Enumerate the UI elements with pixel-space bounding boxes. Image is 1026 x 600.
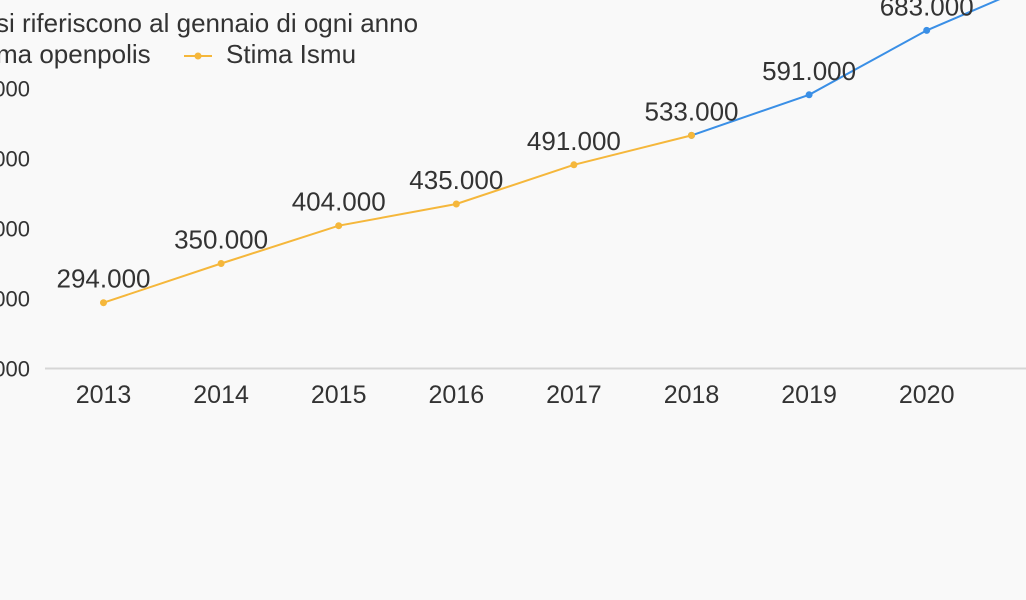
- series-line-ma-openpolis: [691, 0, 1001, 137]
- data-label: 435.000: [409, 165, 503, 195]
- data-point-stima-ismu: [688, 131, 695, 139]
- y-tick-label: 000: [0, 77, 30, 102]
- x-tick-label: 2015: [311, 381, 367, 409]
- data-label: 350.000: [174, 225, 268, 255]
- data-label: 294.000: [57, 264, 151, 294]
- chart-subtitle: si riferiscono al gennaio di ogni anno: [0, 8, 418, 38]
- x-axis: 201320142015201620172018201920202: [76, 381, 955, 409]
- data-point-stima-ismu: [100, 299, 107, 307]
- y-tick-label: 000: [0, 147, 30, 172]
- legend-label-ismu: Stima Ismu: [226, 39, 356, 69]
- y-tick-label: 000: [0, 357, 30, 382]
- x-tick-label: 2020: [899, 381, 955, 409]
- data-label: 491.000: [527, 126, 621, 156]
- data-label: 591.000: [762, 56, 856, 86]
- data-label: 683.000: [880, 0, 974, 21]
- x-tick-label: 2013: [76, 381, 132, 409]
- data-label: 533.000: [645, 96, 739, 126]
- x-tick-label: 2016: [428, 381, 484, 409]
- series-line-stima-ismu: [103, 134, 692, 304]
- legend: ma openpolis Stima Ismu: [0, 39, 356, 69]
- x-tick-label: 2014: [193, 381, 249, 409]
- data-label: 404.000: [292, 187, 386, 217]
- x-tick-label: 2018: [664, 381, 720, 409]
- legend-label-openpolis: ma openpolis: [0, 39, 151, 69]
- data-labels: 591.000 683.000 294.000 350.000 404.000 435.0…: [57, 0, 974, 294]
- x-tick-label: 2017: [546, 381, 602, 409]
- y-tick-label: 000: [0, 287, 30, 312]
- data-point-stima-ismu: [217, 260, 225, 267]
- series-layer: [100, 0, 1001, 307]
- data-point-stima-ismu: [452, 200, 460, 208]
- y-tick-label: 000: [0, 217, 30, 242]
- data-point-stima-ismu: [335, 222, 343, 230]
- legend-swatch-ismu-dot: [194, 52, 202, 60]
- x-tick-label: 2019: [781, 381, 837, 409]
- data-point-stima-ismu: [570, 161, 578, 169]
- data-point-ma-openpolis: [923, 26, 931, 34]
- data-point-ma-openpolis: [805, 91, 813, 99]
- y-axis: 000 000 000 000 000: [0, 77, 30, 382]
